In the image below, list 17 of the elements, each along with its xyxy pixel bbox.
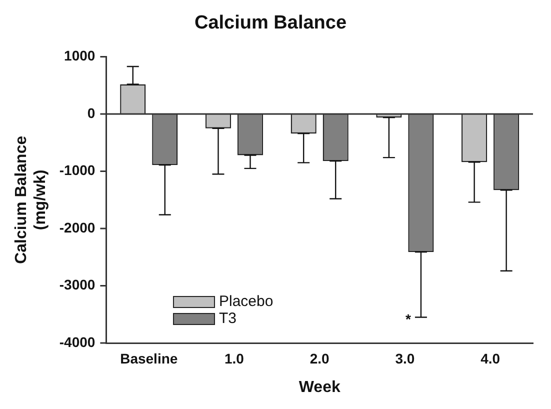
chart-title: Calcium Balance	[194, 12, 347, 34]
y-tick-label: 0	[87, 104, 96, 121]
y-axis-title: Calcium Balance (mg/wk)	[13, 136, 50, 264]
x-axis-title: Week	[298, 378, 340, 396]
y-tick-label: -4000	[59, 334, 96, 350]
x-tick-label: Baseline	[120, 350, 178, 366]
x-tick-label: 3.0	[395, 350, 415, 366]
y-tick-label: -1000	[59, 162, 96, 178]
annotation: *	[406, 311, 412, 328]
legend-label: T3	[219, 310, 237, 327]
y-tick-label: -3000	[59, 276, 96, 293]
y-tick-label: 1000	[64, 48, 96, 64]
x-tick-label: 2.0	[310, 350, 330, 366]
y-tick-label: -2000	[59, 219, 96, 236]
x-tick-label: 1.0	[224, 350, 244, 366]
legend-label: Placebo	[219, 293, 274, 310]
x-tick-label: 4.0	[480, 350, 500, 366]
